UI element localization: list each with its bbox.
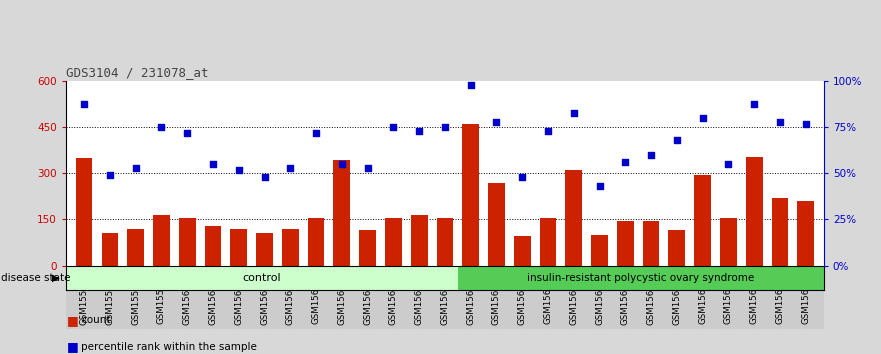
Bar xyxy=(359,230,376,266)
Point xyxy=(644,152,658,158)
Text: GSM156751: GSM156751 xyxy=(595,272,604,325)
Text: GSM156180: GSM156180 xyxy=(337,272,346,325)
Text: insulin-resistant polycystic ovary syndrome: insulin-resistant polycystic ovary syndr… xyxy=(527,273,754,283)
Point xyxy=(618,160,633,165)
Text: GSM156946: GSM156946 xyxy=(698,272,707,325)
Text: disease state: disease state xyxy=(1,273,70,283)
Point xyxy=(438,125,452,130)
Point xyxy=(77,101,91,106)
Text: GSM156510: GSM156510 xyxy=(466,272,475,325)
Bar xyxy=(720,218,737,266)
Text: GSM156187: GSM156187 xyxy=(440,272,449,325)
Point xyxy=(232,167,246,173)
Bar xyxy=(797,201,814,266)
Text: GDS3104 / 231078_at: GDS3104 / 231078_at xyxy=(66,66,209,79)
Bar xyxy=(153,215,170,266)
Bar xyxy=(694,175,711,266)
Point xyxy=(566,110,581,115)
Point xyxy=(799,121,813,127)
Bar xyxy=(282,229,299,266)
Point xyxy=(206,161,220,167)
Point xyxy=(386,125,400,130)
Bar xyxy=(204,225,221,266)
Bar xyxy=(514,236,530,266)
Text: GSM155729: GSM155729 xyxy=(157,272,166,325)
Point xyxy=(490,119,504,125)
Bar xyxy=(566,170,582,266)
Bar xyxy=(436,218,454,266)
Bar xyxy=(66,266,458,290)
Point xyxy=(129,165,143,171)
Text: GSM156184: GSM156184 xyxy=(389,272,398,325)
Bar xyxy=(458,266,824,290)
Point xyxy=(283,165,297,171)
Bar xyxy=(643,221,660,266)
Text: GSM156951: GSM156951 xyxy=(801,272,811,325)
Bar xyxy=(411,215,427,266)
Point xyxy=(360,165,374,171)
Text: GSM156950: GSM156950 xyxy=(775,272,784,325)
Point xyxy=(180,130,194,136)
Bar xyxy=(230,229,247,266)
Bar xyxy=(307,218,324,266)
Text: GSM156511: GSM156511 xyxy=(492,272,501,325)
Bar xyxy=(772,198,788,266)
Bar xyxy=(669,230,685,266)
Text: GSM156749: GSM156749 xyxy=(544,272,552,325)
Point xyxy=(335,161,349,167)
Text: GSM156763: GSM156763 xyxy=(672,272,681,325)
Point xyxy=(541,128,555,134)
Bar xyxy=(463,124,479,266)
Bar xyxy=(333,160,351,266)
Bar xyxy=(76,158,93,266)
Point xyxy=(463,82,478,88)
Text: GSM156170: GSM156170 xyxy=(182,272,192,325)
Bar xyxy=(256,233,273,266)
Text: GSM156178: GSM156178 xyxy=(285,272,295,325)
Text: ▶: ▶ xyxy=(52,273,60,283)
Text: control: control xyxy=(242,273,281,283)
Point xyxy=(103,172,117,178)
Bar xyxy=(539,218,557,266)
Bar xyxy=(127,229,144,266)
Point xyxy=(747,101,761,106)
Point xyxy=(309,130,323,136)
Text: GSM156948: GSM156948 xyxy=(724,272,733,325)
Text: GSM156750: GSM156750 xyxy=(569,272,578,325)
Point xyxy=(593,183,607,189)
Text: GSM156179: GSM156179 xyxy=(312,272,321,325)
Text: GSM156752: GSM156752 xyxy=(621,272,630,325)
Point xyxy=(722,161,736,167)
Text: GSM156753: GSM156753 xyxy=(647,272,655,325)
Bar xyxy=(385,218,402,266)
Point xyxy=(154,125,168,130)
Bar xyxy=(179,218,196,266)
Point xyxy=(670,137,684,143)
Text: GSM155644: GSM155644 xyxy=(131,272,140,325)
Bar xyxy=(488,183,505,266)
Text: GSM155643: GSM155643 xyxy=(106,272,115,325)
Text: GSM156176: GSM156176 xyxy=(234,272,243,325)
Point xyxy=(515,174,529,180)
Text: GSM156949: GSM156949 xyxy=(750,272,759,324)
Text: GSM156512: GSM156512 xyxy=(518,272,527,325)
Text: GSM156177: GSM156177 xyxy=(260,272,269,325)
Point xyxy=(412,128,426,134)
Bar xyxy=(746,156,763,266)
Text: percentile rank within the sample: percentile rank within the sample xyxy=(81,342,257,352)
Bar xyxy=(591,235,608,266)
Text: ■: ■ xyxy=(67,341,78,353)
Text: GSM155631: GSM155631 xyxy=(79,272,89,325)
Point xyxy=(696,115,710,121)
Text: count: count xyxy=(81,315,110,325)
Point xyxy=(257,174,271,180)
Bar xyxy=(617,221,633,266)
Bar xyxy=(101,233,118,266)
Text: GSM156181: GSM156181 xyxy=(363,272,372,325)
Text: GSM156186: GSM156186 xyxy=(415,272,424,325)
Text: GSM156171: GSM156171 xyxy=(209,272,218,325)
Point xyxy=(773,119,787,125)
Text: ■: ■ xyxy=(67,314,78,327)
